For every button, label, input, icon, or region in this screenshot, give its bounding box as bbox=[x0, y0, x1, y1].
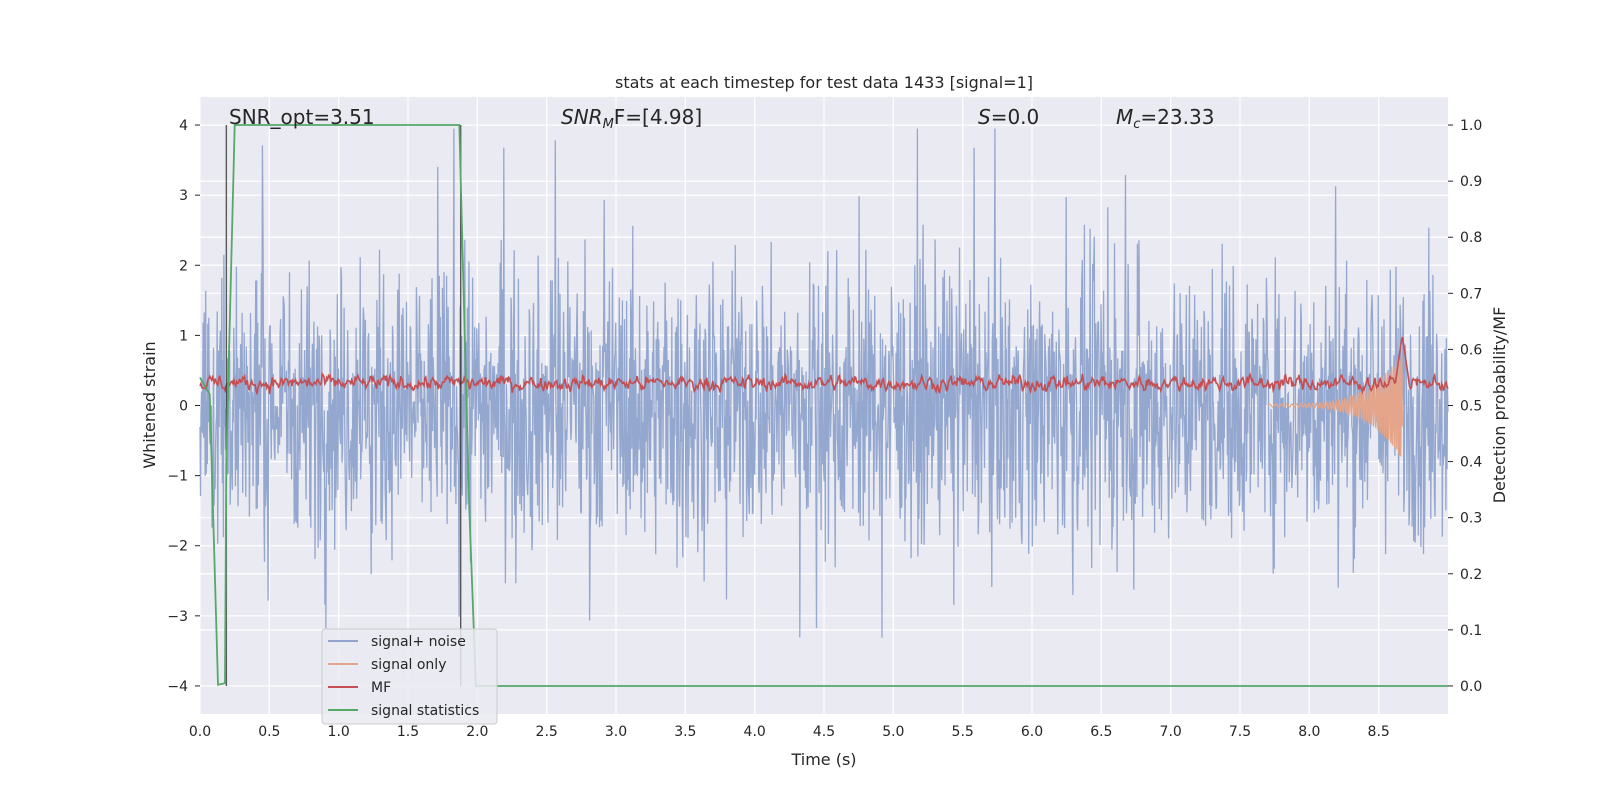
x-axis-label: Time (s) bbox=[790, 750, 856, 769]
y-right-tick-label-10: 0.0 bbox=[1460, 679, 1482, 695]
line-mf bbox=[199, 336, 1449, 395]
x-tick-label-10: 5.0 bbox=[882, 724, 904, 740]
x-tick-label-1: 0.5 bbox=[258, 724, 280, 740]
y-left-tick-label-2: 2 bbox=[179, 258, 188, 274]
annotation-mc: Mc=23.33 bbox=[1116, 105, 1214, 132]
x-tick-label-11: 5.5 bbox=[952, 724, 974, 740]
x-tick-label-4: 2.0 bbox=[466, 724, 488, 740]
y-right-tick-label-1: 0.9 bbox=[1460, 174, 1482, 190]
line-signal-only bbox=[1267, 353, 1405, 457]
y-right-tick-label-7: 0.3 bbox=[1460, 511, 1482, 527]
annotation-s: S=0.0 bbox=[978, 105, 1039, 129]
y-left-tick-label-5: −1 bbox=[167, 469, 188, 485]
series-mf bbox=[199, 336, 1449, 395]
x-tick-label-0: 0.0 bbox=[189, 724, 211, 740]
line-signal-statistics bbox=[199, 124, 1448, 687]
x-tick-label-3: 1.5 bbox=[397, 724, 419, 740]
series-signal-statistics bbox=[199, 124, 1448, 687]
y-axis-right-ticks: 1.0 0.9 0.8 0.7 0.6 0.5 0.4 0.3 0.2 0.1 0.0 bbox=[1448, 118, 1482, 695]
x-tick-label-7: 3.5 bbox=[674, 724, 696, 740]
y-left-tick-label-6: −2 bbox=[167, 539, 188, 555]
y-left-tick-label-1: 3 bbox=[179, 188, 188, 204]
y-right-tick-label-3: 0.7 bbox=[1460, 286, 1482, 302]
y-right-tick-label-0: 1.0 bbox=[1460, 118, 1482, 134]
legend-label-signal-only: signal only bbox=[371, 657, 446, 673]
y-left-tick-label-4: 0 bbox=[179, 399, 188, 415]
x-tick-label-5: 2.5 bbox=[536, 724, 558, 740]
x-tick-label-17: 8.5 bbox=[1368, 724, 1390, 740]
series-signal-only bbox=[1267, 353, 1405, 457]
chart-title: stats at each timestep for test data 143… bbox=[615, 73, 1033, 92]
legend-box bbox=[321, 628, 498, 725]
x-tick-label-12: 6.0 bbox=[1021, 724, 1043, 740]
legend: signal+ noise signal only MF signal stat… bbox=[321, 628, 498, 725]
y-right-tick-label-4: 0.6 bbox=[1460, 342, 1482, 358]
y-right-tick-label-5: 0.5 bbox=[1460, 399, 1482, 415]
x-tick-label-15: 7.5 bbox=[1229, 724, 1251, 740]
y-left-tick-label-3: 1 bbox=[179, 328, 188, 344]
x-tick-label-2: 1.0 bbox=[328, 724, 350, 740]
y-axis-right-label: Detection probability/MF bbox=[1490, 307, 1509, 504]
y-left-tick-label-8: −4 bbox=[167, 679, 188, 695]
y-left-tick-label-0: 4 bbox=[179, 118, 188, 134]
y-axis-left-label: Whitened strain bbox=[140, 341, 159, 468]
x-tick-label-8: 4.0 bbox=[744, 724, 766, 740]
y-right-tick-label-8: 0.2 bbox=[1460, 567, 1482, 583]
annotation-snr-mf: SNRMF=[4.98] bbox=[561, 105, 702, 132]
y-right-tick-label-9: 0.1 bbox=[1460, 623, 1482, 639]
x-tick-label-13: 6.5 bbox=[1090, 724, 1112, 740]
x-axis-ticks: 0.0 0.5 1.0 1.5 2.0 2.5 3.0 3.5 4.0 4.5 5.0 5.5 6.0 6… bbox=[189, 724, 1390, 740]
x-tick-label-9: 4.5 bbox=[813, 724, 835, 740]
y-right-tick-label-2: 0.8 bbox=[1460, 230, 1482, 246]
y-right-tick-label-6: 0.4 bbox=[1460, 455, 1482, 471]
annotation-snr-opt: SNR_opt=3.51 bbox=[229, 105, 375, 129]
y-left-tick-label-7: −3 bbox=[167, 609, 188, 625]
x-tick-label-14: 7.0 bbox=[1160, 724, 1182, 740]
legend-label-signal-noise: signal+ noise bbox=[371, 634, 466, 650]
x-tick-label-6: 3.0 bbox=[605, 724, 627, 740]
x-tick-label-16: 8.0 bbox=[1298, 724, 1320, 740]
y-axis-left-ticks: 4 3 2 1 0 −1 −2 −3 −4 bbox=[167, 118, 200, 695]
legend-label-signal-statistics: signal statistics bbox=[371, 703, 479, 719]
legend-label-mf: MF bbox=[371, 680, 391, 696]
